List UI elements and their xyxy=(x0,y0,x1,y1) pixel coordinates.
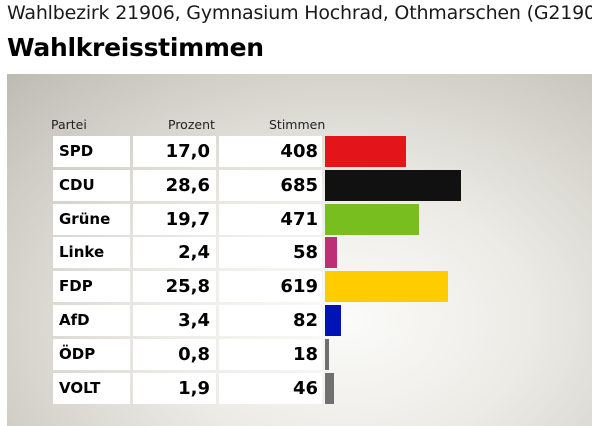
percent-value: 17,0 xyxy=(133,136,216,167)
votes-value: 619 xyxy=(219,271,322,302)
column-header-party: Partei xyxy=(51,117,87,132)
column-header-votes: Stimmen xyxy=(269,117,326,132)
votes-value: 18 xyxy=(219,339,322,370)
votes-value: 46 xyxy=(219,373,322,404)
percent-value: 0,8 xyxy=(133,339,216,370)
vote-bar xyxy=(325,339,329,370)
party-name: ÖDP xyxy=(53,339,130,370)
votes-value: 408 xyxy=(219,136,322,167)
votes-value: 58 xyxy=(219,237,322,268)
vote-bar xyxy=(325,204,419,235)
party-name: Grüne xyxy=(53,204,130,235)
vote-bar xyxy=(325,136,406,167)
percent-value: 28,6 xyxy=(133,170,216,201)
district-subtitle: Wahlbezirk 21906, Gymnasium Hochrad, Oth… xyxy=(7,2,592,24)
percent-value: 2,4 xyxy=(133,237,216,268)
party-name: SPD xyxy=(53,136,130,167)
vote-bar xyxy=(325,170,461,201)
vote-bar xyxy=(325,373,334,404)
vote-bar xyxy=(325,271,448,302)
party-name: VOLT xyxy=(53,373,130,404)
page-title: Wahlkreisstimmen xyxy=(7,33,264,62)
percent-value: 3,4 xyxy=(133,305,216,336)
votes-value: 471 xyxy=(219,204,322,235)
votes-value: 82 xyxy=(219,305,322,336)
percent-value: 25,8 xyxy=(133,271,216,302)
vote-bar xyxy=(325,237,337,268)
party-name: Linke xyxy=(53,237,130,268)
percent-value: 19,7 xyxy=(133,204,216,235)
column-header-percent: Prozent xyxy=(168,117,215,132)
votes-value: 685 xyxy=(219,170,322,201)
party-name: FDP xyxy=(53,271,130,302)
party-name: AfD xyxy=(53,305,130,336)
results-panel: Partei Prozent Stimmen SPD 17,0 408 CDU 28,6… xyxy=(7,74,592,426)
vote-bar xyxy=(325,305,341,336)
party-name: CDU xyxy=(53,170,130,201)
percent-value: 1,9 xyxy=(133,373,216,404)
